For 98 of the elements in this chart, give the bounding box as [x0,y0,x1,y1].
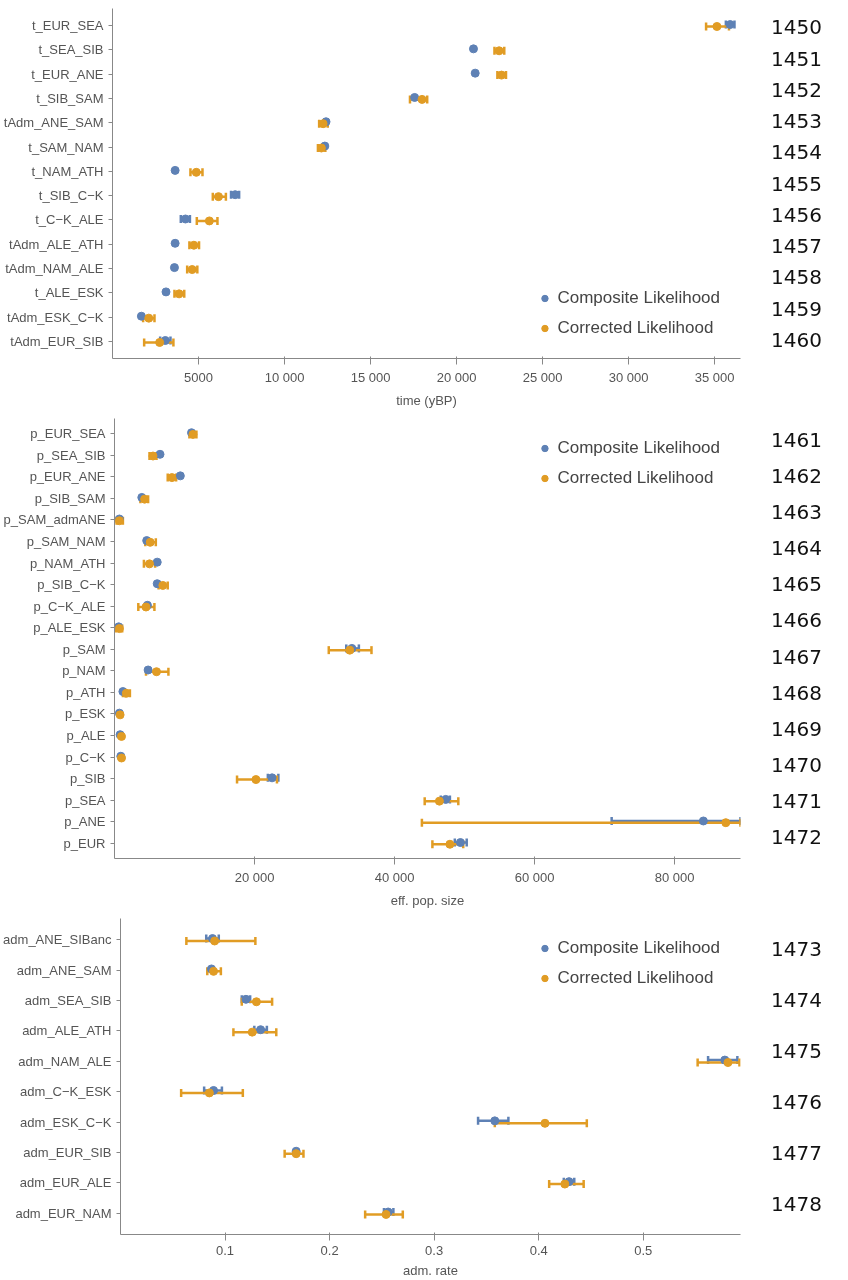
y-tick-label: tAdm_ANE_SAM [3,115,104,131]
y-tick-label: t_SIB_SAM [36,90,104,106]
y-tick-label: p_SAM_admANE [3,512,106,528]
legend-label: Composite Likelihood [557,438,720,458]
y-tick-label: adm_ESK_C−K [20,1114,112,1130]
x-tick-label: 20 000 [436,369,477,385]
y-tick-label: adm_NAM_ALE [18,1053,112,1069]
y-tick-label: p_ATH [66,684,106,700]
text: 1456 [771,202,822,227]
text: 1477 [771,1140,822,1165]
y-tick-label: p_ESK [65,706,106,722]
y-tick-label: p_SIB_SAM [34,490,106,506]
text: 1462 [771,464,822,489]
x-tick-label: 0.2 [320,1242,339,1258]
text: 1467 [771,644,822,669]
x-tick-label: 5000 [184,369,213,385]
y-tick-label: adm_SEA_SIB [24,993,112,1009]
x-tick-label: 60 000 [514,869,555,885]
text: 1460 [771,327,822,352]
y-tick-label: t_SEA_SIB [38,42,104,58]
text: 1453 [771,109,822,133]
x-axis-title: adm. rate [403,1262,458,1278]
y-tick-label: t_NAM_ATH [31,163,104,179]
y-tick-label: t_SIB_C−K [38,188,104,204]
y-tick-label: tAdm_EUR_SIB [10,333,104,349]
y-tick-label: t_SAM_NAM [28,139,104,155]
text: 1452 [771,77,822,102]
y-tick-label: t_C−K_ALE [35,212,104,228]
y-tick-label: t_EUR_ANE [31,66,104,82]
y-tick-label: p_SEA_SIB [36,447,106,463]
x-tick-label: 0.5 [634,1242,653,1258]
y-tick-label: p_SIB_C−K [37,577,106,593]
y-tick-label: adm_ANE_SAM [16,962,112,978]
y-tick-label: p_SAM [62,641,106,657]
text: 1459 [771,296,822,321]
x-tick-label: 20 000 [234,869,275,885]
x-tick-label: 15 000 [350,369,391,385]
y-tick-label: p_EUR_SEA [30,426,106,442]
text: 1465 [771,572,822,597]
y-tick-label: adm_ALE_ATH [22,1023,112,1039]
y-tick-label: t_ALE_ESK [34,285,104,301]
y-tick-label: p_SAM_NAM [26,533,106,549]
text: 1478 [771,1191,822,1216]
text: 1473 [771,937,822,962]
y-tick-label: adm_ANE_SIBanc [3,932,112,948]
y-tick-label: tAdm_ESK_C−K [7,309,104,325]
x-axis-title: eff. pop. size [390,892,465,908]
text: 1454 [771,140,822,165]
y-tick-label: t_EUR_SEA [31,18,104,34]
text: 1474 [771,988,822,1013]
x-tick-label: 0.1 [216,1242,235,1258]
x-tick-label: 80 000 [654,869,695,885]
y-tick-label: adm_EUR_NAM [15,1205,112,1221]
legend-label: Composite Likelihood [557,288,720,308]
text: 1470 [771,752,822,777]
legend-label: Corrected Likelihood [557,468,714,488]
y-tick-label: p_ANE [64,814,106,830]
legend-label: Composite Likelihood [557,938,720,958]
y-tick-label: p_EUR_ANE [29,469,106,485]
text: 1472 [771,824,822,849]
text: 1461 [771,428,822,453]
y-tick-label: p_ALE_ESK [33,620,106,636]
y-tick-label: tAdm_ALE_ATH [9,236,104,252]
x-tick-label: 25 000 [522,369,563,385]
text: 1466 [771,608,822,633]
x-tick-label: 10 000 [264,369,305,385]
text: 1471 [771,788,822,813]
y-tick-label: p_SIB [70,771,106,787]
y-tick-label: p_ALE [66,728,106,744]
x-tick-label: 40 000 [374,869,415,885]
y-tick-label: p_C−K_ALE [33,598,106,614]
text: 1476 [771,1089,822,1114]
y-tick-label: adm_EUR_SIB [23,1144,112,1160]
y-tick-label: p_NAM_ATH [29,555,106,571]
y-tick-label: tAdm_NAM_ALE [5,261,104,277]
x-tick-label: 30 000 [608,369,649,385]
y-tick-label: adm_EUR_ALE [19,1175,112,1191]
text: 1464 [771,536,822,561]
y-tick-label: p_C−K [65,749,106,765]
text: 1475 [771,1039,822,1064]
text: 1455 [771,171,822,196]
legend-label: Corrected Likelihood [557,968,714,988]
x-tick-label: 0.3 [425,1242,444,1258]
text: 1451 [771,46,822,71]
text: 1458 [771,265,822,290]
text: 1457 [771,234,822,258]
y-tick-label: p_EUR [63,835,106,851]
text: 1468 [771,680,822,705]
x-tick-label: 35 000 [694,369,735,385]
legend-label: Corrected Likelihood [557,318,714,338]
x-axis-title: time (yBP) [396,392,457,408]
y-tick-label: p_SEA [65,792,106,808]
text: 1463 [771,500,822,525]
y-tick-label: p_NAM [62,663,106,679]
x-tick-label: 0.4 [529,1242,548,1258]
y-tick-label: adm_C−K_ESK [20,1084,112,1100]
text: 1469 [771,716,822,741]
text: 1450 [771,15,822,40]
